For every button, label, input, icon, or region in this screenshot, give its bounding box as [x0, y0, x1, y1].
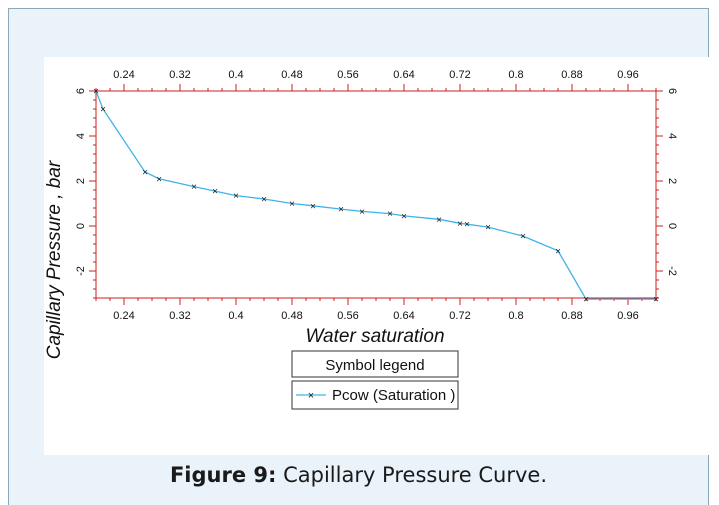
x-tick-label-bottom: 0.88	[561, 310, 582, 322]
series-point-marker: ×	[653, 295, 659, 306]
y-tick-label-right: 6	[666, 88, 678, 94]
series-point-marker: ×	[436, 215, 442, 226]
x-tick-label-top: 0.72	[449, 69, 470, 81]
x-tick-label-bottom: 0.32	[169, 310, 190, 322]
figure-caption: Figure 9: Capillary Pressure Curve.	[9, 463, 708, 487]
x-tick-label-top: 0.56	[337, 69, 358, 81]
series-point-marker: ×	[485, 223, 491, 234]
series-point-marker: ×	[261, 195, 267, 206]
x-tick-label-bottom: 0.4	[228, 310, 243, 322]
series-point-marker: ×	[156, 174, 162, 185]
series-point-marker: ×	[464, 220, 470, 231]
x-tick-label-top: 0.48	[281, 69, 302, 81]
series-point-marker: ×	[191, 182, 197, 193]
figure-frame: 0.24 0.24 0.32 0.32 0.4 0.4 0.48 0.48 0.56 0.56 0.…	[8, 8, 719, 505]
series-point-marker: ×	[520, 232, 526, 243]
capillary-pressure-chart: 0.24 0.24 0.32 0.32 0.4 0.4 0.48 0.48 0.56 0.56 0.…	[44, 69, 678, 410]
caption-text: Capillary Pressure Curve.	[276, 463, 548, 487]
legend-title: Symbol legend	[325, 357, 424, 374]
x-tick-label-bottom: 0.48	[281, 310, 302, 322]
x-tick-label-bottom: 0.8	[508, 310, 523, 322]
x-tick-label-top: 0.96	[617, 69, 638, 81]
legend-series-label: Pcow (Saturation )	[332, 387, 455, 404]
legend-title-box	[291, 350, 459, 378]
series-point-marker: ×	[338, 205, 344, 216]
y-tick-label-left: 0	[75, 223, 87, 229]
y-tick-label-right: 2	[666, 178, 678, 184]
y-tick-label-right: -2	[666, 266, 678, 276]
legend-series-marker: ×	[308, 390, 314, 402]
y-tick-label-left: 6	[75, 88, 87, 94]
y-tick-label-left: 2	[75, 178, 87, 184]
series-line-pcow	[95, 90, 656, 300]
series-point-marker: ×	[457, 219, 463, 230]
x-tick-label-top: 0.32	[169, 69, 190, 81]
y-tick-label-left: -2	[75, 266, 87, 276]
series-point-marker: ×	[401, 211, 407, 222]
x-tick-label-bottom: 0.24	[113, 310, 134, 322]
y-tick-label-right: 4	[666, 133, 678, 139]
x-tick-label-bottom: 0.72	[449, 310, 470, 322]
series-point-marker: ×	[212, 187, 218, 198]
x-tick-label-top: 0.88	[561, 69, 582, 81]
y-axis-label: Capillary Pressure , bar	[44, 160, 65, 359]
x-tick-label-top: 0.8	[508, 69, 523, 81]
series-point-marker: ×	[359, 207, 365, 218]
x-tick-label-top: 0.4	[228, 69, 243, 81]
caption-label: Figure 9:	[169, 463, 277, 487]
y-tick-label-right: 0	[666, 223, 678, 229]
series-point-marker: ×	[142, 168, 148, 179]
series-point-marker: ×	[387, 209, 393, 220]
series-point-marker: ×	[289, 199, 295, 210]
legend: Symbol legend × Pcow (Saturation )	[291, 350, 459, 410]
series-point-marker: ×	[93, 87, 99, 98]
x-tick-label-bottom: 0.96	[617, 310, 638, 322]
x-tick-label-bottom: 0.56	[337, 310, 358, 322]
x-tick-label-top: 0.64	[393, 69, 414, 81]
series-point-marker: ×	[310, 201, 316, 212]
x-axis-label: Water saturation	[305, 326, 444, 347]
series-point-marker: ×	[100, 105, 106, 116]
plot-area: 0.24 0.24 0.32 0.32 0.4 0.4 0.48 0.48 0.56 0.56 0.…	[44, 57, 719, 455]
series-point-marker: ×	[233, 191, 239, 202]
series-point-marker: ×	[555, 246, 561, 257]
series-point-marker: ×	[583, 295, 589, 306]
x-tick-label-top: 0.24	[113, 69, 134, 81]
x-tick-label-bottom: 0.64	[393, 310, 414, 322]
plot-frame	[95, 90, 657, 299]
y-tick-label-left: 4	[75, 133, 87, 139]
